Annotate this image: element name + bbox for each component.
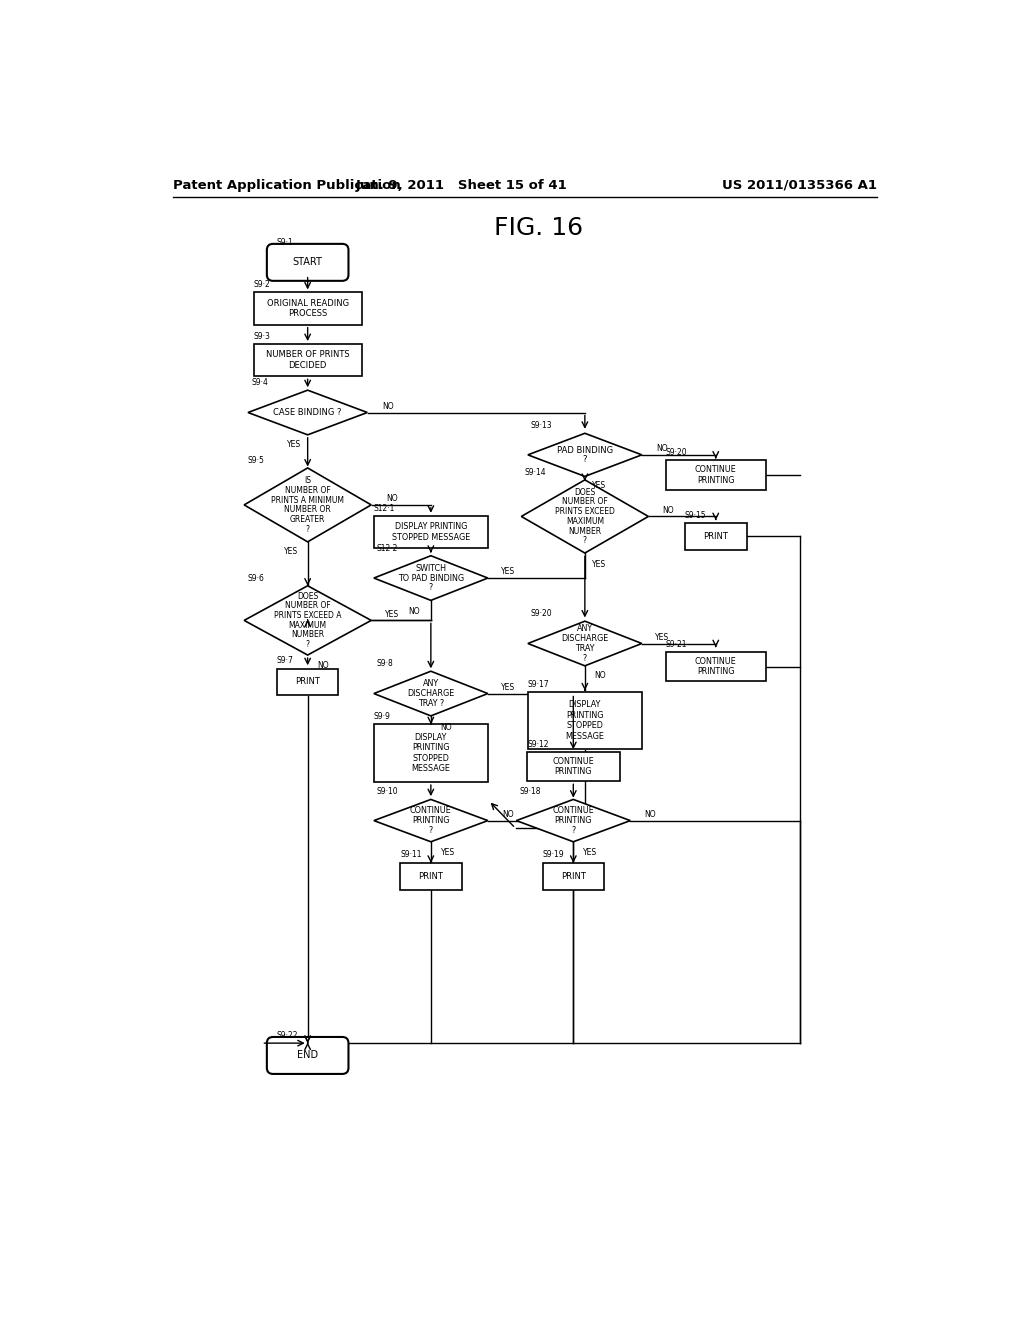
FancyBboxPatch shape — [374, 516, 487, 548]
Text: DISPLAY
PRINTING
STOPPED
MESSAGE: DISPLAY PRINTING STOPPED MESSAGE — [565, 701, 604, 741]
Text: US 2011/0135366 A1: US 2011/0135366 A1 — [723, 178, 878, 191]
Text: S9·20: S9·20 — [531, 609, 553, 618]
Text: YES: YES — [584, 849, 597, 858]
Text: S9·3: S9·3 — [254, 331, 270, 341]
Text: NO: NO — [317, 660, 329, 669]
Text: IS
NUMBER OF
PRINTS A MINIMUM
NUMBER OR
GREATER
?: IS NUMBER OF PRINTS A MINIMUM NUMBER OR … — [271, 477, 344, 533]
FancyBboxPatch shape — [254, 293, 361, 325]
Polygon shape — [374, 556, 487, 601]
FancyBboxPatch shape — [254, 345, 361, 376]
Text: PRINT: PRINT — [561, 871, 586, 880]
FancyBboxPatch shape — [400, 862, 462, 890]
Text: NO: NO — [383, 401, 394, 411]
Text: S9·15: S9·15 — [685, 511, 707, 520]
Text: S9·2: S9·2 — [254, 280, 270, 289]
Text: Jun. 9, 2011   Sheet 15 of 41: Jun. 9, 2011 Sheet 15 of 41 — [355, 178, 567, 191]
Text: NO: NO — [656, 445, 668, 453]
Text: YES: YES — [385, 610, 399, 619]
Text: FIG. 16: FIG. 16 — [495, 215, 584, 240]
FancyBboxPatch shape — [528, 692, 642, 750]
Text: S9·5: S9·5 — [247, 455, 264, 465]
Text: S9·11: S9·11 — [400, 850, 422, 859]
Text: PRINT: PRINT — [419, 871, 443, 880]
FancyBboxPatch shape — [543, 862, 604, 890]
Text: PRINT: PRINT — [295, 677, 321, 686]
Text: DISPLAY
PRINTING
STOPPED
MESSAGE: DISPLAY PRINTING STOPPED MESSAGE — [412, 733, 451, 774]
Text: Patent Application Publication: Patent Application Publication — [173, 178, 400, 191]
Text: S9·18: S9·18 — [519, 787, 541, 796]
Text: S9·8: S9·8 — [377, 659, 393, 668]
Text: S12·1: S12·1 — [374, 504, 395, 512]
Text: DOES
NUMBER OF
PRINTS EXCEED A
MAXIMUM
NUMBER
?: DOES NUMBER OF PRINTS EXCEED A MAXIMUM N… — [273, 591, 341, 649]
Text: YES: YES — [501, 568, 515, 577]
Text: NO: NO — [663, 506, 674, 515]
Polygon shape — [244, 469, 371, 543]
FancyBboxPatch shape — [267, 1038, 348, 1074]
Text: NO: NO — [386, 494, 398, 503]
Text: PAD BINDING
?: PAD BINDING ? — [557, 446, 613, 465]
Text: ANY
DISCHARGE
TRAY ?: ANY DISCHARGE TRAY ? — [408, 680, 455, 708]
Text: S9·19: S9·19 — [543, 850, 564, 859]
Text: S9·6: S9·6 — [247, 574, 264, 582]
Text: YES: YES — [592, 560, 606, 569]
Text: NO: NO — [644, 810, 656, 818]
FancyBboxPatch shape — [685, 523, 746, 550]
Text: SWITCH
TO PAD BINDING
?: SWITCH TO PAD BINDING ? — [397, 564, 464, 593]
FancyBboxPatch shape — [276, 668, 339, 696]
Text: YES: YES — [287, 441, 301, 449]
Text: S9·20: S9·20 — [666, 449, 687, 457]
Polygon shape — [374, 800, 487, 842]
Text: S9·1: S9·1 — [276, 238, 293, 247]
Text: S9·14: S9·14 — [524, 467, 546, 477]
Text: DISPLAY PRINTING
STOPPED MESSAGE: DISPLAY PRINTING STOPPED MESSAGE — [392, 523, 470, 541]
FancyBboxPatch shape — [267, 244, 348, 281]
Polygon shape — [528, 433, 642, 477]
Polygon shape — [244, 586, 371, 655]
FancyBboxPatch shape — [666, 652, 766, 681]
Text: S9·9: S9·9 — [374, 711, 391, 721]
Text: CONTINUE
PRINTING: CONTINUE PRINTING — [695, 465, 736, 484]
Text: YES: YES — [654, 632, 669, 642]
Text: END: END — [297, 1051, 318, 1060]
Polygon shape — [516, 800, 631, 842]
Text: CASE BINDING ?: CASE BINDING ? — [273, 408, 342, 417]
Text: NO: NO — [502, 810, 514, 818]
Text: CONTINUE
PRINTING: CONTINUE PRINTING — [695, 657, 736, 676]
Text: PRINT: PRINT — [703, 532, 728, 541]
Text: S9·10: S9·10 — [377, 787, 398, 796]
Text: NO: NO — [409, 607, 420, 616]
Text: YES: YES — [501, 682, 515, 692]
Text: S9·17: S9·17 — [528, 680, 550, 689]
FancyBboxPatch shape — [374, 723, 487, 781]
FancyBboxPatch shape — [527, 752, 620, 781]
Text: S9·7: S9·7 — [276, 656, 294, 665]
Text: S9·4: S9·4 — [251, 378, 268, 387]
Polygon shape — [248, 391, 368, 434]
Polygon shape — [521, 480, 648, 553]
Text: YES: YES — [440, 849, 455, 858]
Text: S9·12: S9·12 — [527, 741, 549, 748]
FancyBboxPatch shape — [666, 461, 766, 490]
Text: ANY
DISCHARGE
TRAY
?: ANY DISCHARGE TRAY ? — [561, 624, 608, 663]
Text: S9·22: S9·22 — [276, 1031, 298, 1040]
Text: START: START — [293, 257, 323, 268]
Text: ORIGINAL READING
PROCESS: ORIGINAL READING PROCESS — [266, 298, 349, 318]
Text: NO: NO — [440, 723, 452, 731]
Text: DOES
NUMBER OF
PRINTS EXCEED
MAXIMUM
NUMBER
?: DOES NUMBER OF PRINTS EXCEED MAXIMUM NUM… — [555, 487, 614, 545]
Text: S9·21: S9·21 — [666, 640, 687, 649]
Polygon shape — [528, 622, 642, 665]
Text: CONTINUE
PRINTING
?: CONTINUE PRINTING ? — [410, 807, 452, 834]
Text: NUMBER OF PRINTS
DECIDED: NUMBER OF PRINTS DECIDED — [266, 350, 349, 370]
Text: S12·2: S12·2 — [377, 544, 398, 553]
Text: YES: YES — [284, 546, 298, 556]
Text: CONTINUE
PRINTING: CONTINUE PRINTING — [552, 756, 594, 776]
Polygon shape — [374, 671, 487, 715]
Text: YES: YES — [592, 482, 606, 490]
Text: CONTINUE
PRINTING
?: CONTINUE PRINTING ? — [552, 807, 594, 834]
Text: S9·13: S9·13 — [531, 421, 553, 430]
Text: NO: NO — [595, 672, 606, 680]
